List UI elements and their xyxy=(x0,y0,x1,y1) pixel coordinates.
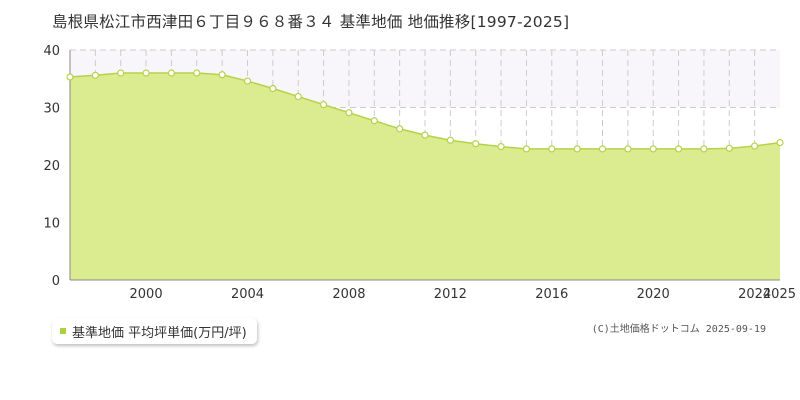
data-point xyxy=(193,69,201,77)
data-point xyxy=(497,143,505,151)
x-tick-label: 2004 xyxy=(231,287,264,302)
y-tick-label: 30 xyxy=(43,102,60,117)
data-point xyxy=(269,84,277,93)
data-point xyxy=(66,73,74,81)
data-point xyxy=(218,71,226,79)
legend-swatch xyxy=(60,328,66,334)
data-point xyxy=(345,109,353,117)
data-point xyxy=(700,145,708,153)
chart-title: 島根県松江市西津田６丁目９６８番３４ 基準地価 地価推移[1997-2025] xyxy=(52,13,570,31)
data-point xyxy=(91,71,99,79)
data-point xyxy=(776,138,784,147)
area-fill xyxy=(70,73,780,280)
data-point xyxy=(674,145,683,153)
y-tick-label: 0 xyxy=(52,274,60,289)
data-point xyxy=(522,145,531,153)
data-point xyxy=(142,69,150,77)
x-tick-label: 2024 xyxy=(738,287,771,302)
data-point xyxy=(396,125,404,133)
data-point xyxy=(472,140,480,148)
copyright-credit: (C)土地価格ドットコム 2025-09-19 xyxy=(591,324,766,335)
y-tick-label: 40 xyxy=(43,44,60,59)
x-tick-label: 2000 xyxy=(130,287,163,302)
data-point xyxy=(294,92,302,101)
y-tick-label: 10 xyxy=(43,217,60,232)
data-point xyxy=(751,142,759,150)
data-point xyxy=(117,69,125,77)
data-point xyxy=(624,145,632,153)
data-point xyxy=(421,131,429,139)
data-point xyxy=(319,101,328,109)
x-tick-label: 2012 xyxy=(434,287,467,302)
data-point xyxy=(548,145,556,153)
legend: 基準地価 平均坪単価(万円/坪) xyxy=(52,318,257,344)
y-tick-label: 20 xyxy=(43,159,60,174)
data-point xyxy=(167,69,176,77)
legend-label: 基準地価 平均坪単価(万円/坪) xyxy=(72,325,247,341)
data-point xyxy=(243,77,252,85)
data-point xyxy=(370,117,378,125)
data-point xyxy=(649,145,657,153)
data-point xyxy=(446,136,454,144)
x-tick-label: 2025 xyxy=(763,287,796,302)
data-point xyxy=(598,145,607,153)
data-point xyxy=(725,144,733,152)
x-tick-label: 2016 xyxy=(535,287,568,302)
data-point xyxy=(573,145,581,153)
x-tick-label: 2020 xyxy=(637,287,670,302)
x-tick-label: 2008 xyxy=(332,287,365,302)
